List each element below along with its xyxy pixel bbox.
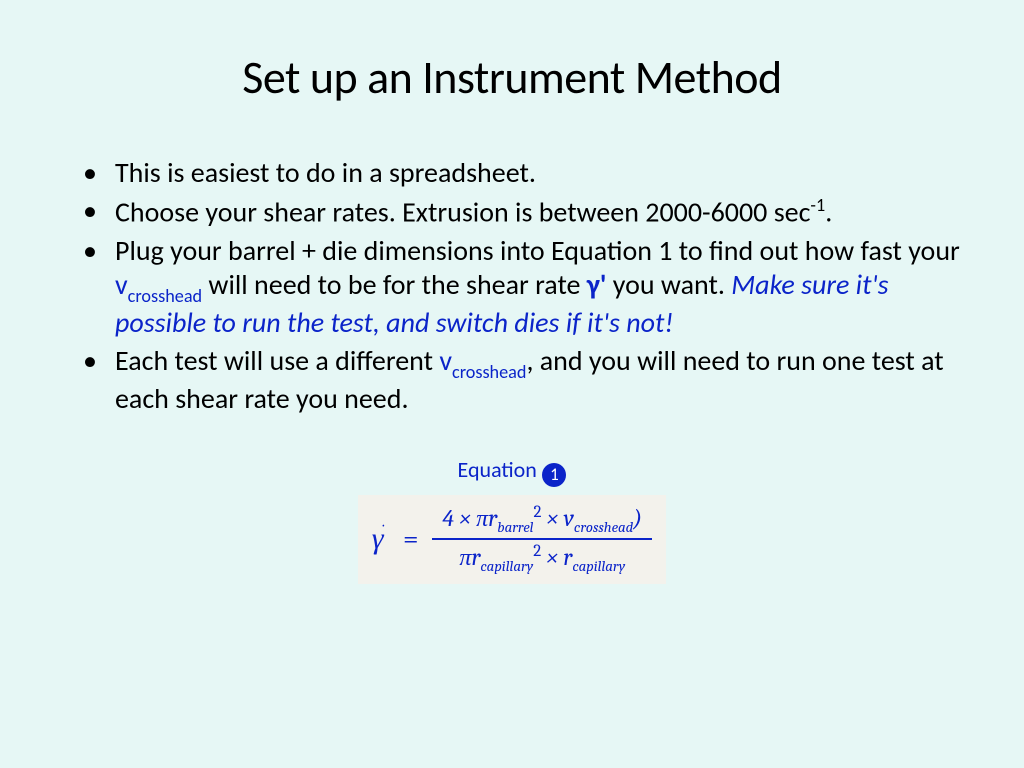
- variable-sub: crosshead: [452, 361, 526, 383]
- variable-gamma: γ': [587, 267, 607, 302]
- bullet-text: Each test will use a different: [115, 343, 439, 378]
- den-pi: π: [459, 543, 471, 571]
- bullet-text: .: [825, 194, 832, 229]
- variable-v: v: [439, 343, 452, 378]
- superscript: -1: [810, 194, 825, 216]
- fraction: 4 × πrbarrel2 × vcrosshead) πrcapillary2…: [432, 501, 652, 577]
- den-sub: capillary: [480, 557, 533, 574]
- bullet-text: This is easiest to do in a spreadsheet.: [115, 155, 536, 190]
- bullet-item: Choose your shear rates. Extrusion is be…: [115, 194, 964, 229]
- numerator: 4 × πrbarrel2 × vcrosshead): [432, 501, 652, 540]
- dot-symbol: ˙: [382, 521, 384, 539]
- bullet-list: This is easiest to do in a spreadsheet. …: [60, 156, 964, 416]
- denominator: πrcapillary2 × rcapillary: [432, 540, 652, 577]
- bullet-item: This is easiest to do in a spreadsheet.: [115, 156, 964, 190]
- equals-sign: =: [403, 523, 419, 555]
- variable-sub: crosshead: [128, 285, 202, 307]
- num-tail: ): [633, 504, 642, 532]
- equation: γ˙ = 4 × πrbarrel2 × vcrosshead) πrcapil…: [358, 495, 666, 585]
- bullet-text: you want.: [606, 267, 731, 302]
- equation-number-badge: 1: [542, 463, 566, 487]
- num-r: r: [488, 504, 497, 532]
- equation-lhs: γ˙: [372, 521, 386, 556]
- den-sub: capillary: [572, 557, 625, 574]
- equation-container: γ˙ = 4 × πrbarrel2 × vcrosshead) πrcapil…: [60, 495, 964, 585]
- num-part: ×: [541, 504, 563, 532]
- num-part: 4 × π: [442, 504, 488, 532]
- equation-label-row: Equation 1: [60, 456, 964, 487]
- bullet-text: Choose your shear rates. Extrusion is be…: [115, 194, 810, 229]
- bullet-item: Plug your barrel + die dimensions into E…: [115, 234, 964, 340]
- bullet-item: Each test will use a different vcrosshea…: [115, 344, 964, 416]
- variable-v: v: [115, 267, 128, 302]
- bullet-text: Plug your barrel + die dimensions into E…: [115, 233, 960, 268]
- bullet-text: will need to be for the shear rate: [202, 267, 587, 302]
- equation-label: Equation: [458, 456, 537, 483]
- slide-title: Set up an Instrument Method: [60, 50, 964, 106]
- den-part: ×: [541, 543, 563, 571]
- den-sup: 2: [533, 542, 541, 561]
- num-v: v: [564, 504, 574, 532]
- den-r: r: [563, 543, 572, 571]
- num-sub: crosshead: [574, 519, 633, 536]
- num-sub: barrel: [497, 519, 533, 536]
